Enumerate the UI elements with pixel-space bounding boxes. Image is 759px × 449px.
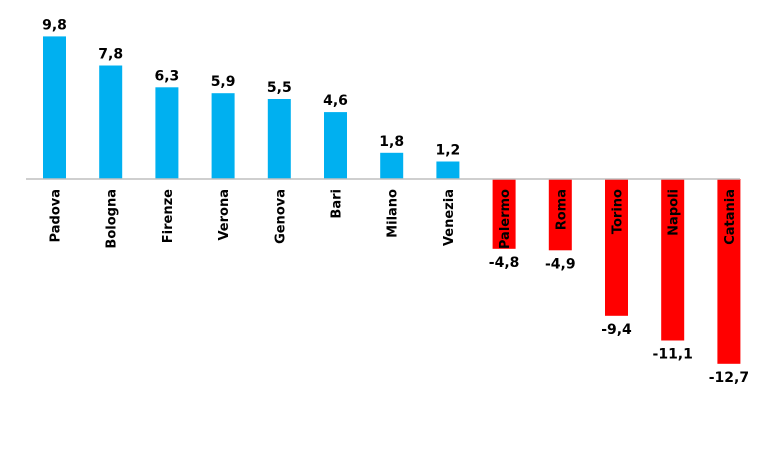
bar-napoli xyxy=(661,179,685,341)
value-label-roma: -4,9 xyxy=(545,256,576,272)
category-label-bari: Bari xyxy=(330,189,345,219)
bar-catania xyxy=(717,179,741,364)
value-label-bari: 4,6 xyxy=(323,93,348,109)
bar-padova xyxy=(43,36,66,180)
value-label-torino: -9,4 xyxy=(601,322,632,338)
category-label-catania: Catania xyxy=(723,189,738,245)
bar-verona xyxy=(211,93,235,179)
value-label-catania: -12,7 xyxy=(709,370,749,386)
value-labels-group: 9,8 7,8 6,3 5,9 5,5 4,6 1,8 1,2 -4,8 -4,9 -9,4 -11,… xyxy=(42,17,749,385)
category-label-milano: Milano xyxy=(386,189,401,238)
category-labels-group: Padova Bologna Firenze Verona Genova Bari Mila… xyxy=(49,189,738,249)
category-label-venezia: Venezia xyxy=(442,189,457,246)
value-label-milano: 1,8 xyxy=(379,134,404,150)
category-label-padova: Padova xyxy=(49,189,64,242)
bars-group xyxy=(43,36,741,364)
bar-genova xyxy=(267,99,291,179)
value-label-verona: 5,9 xyxy=(211,74,236,90)
value-label-padova: 9,8 xyxy=(42,17,67,33)
bar-bari xyxy=(324,112,347,179)
category-label-torino: Torino xyxy=(611,189,626,234)
value-label-firenze: 6,3 xyxy=(154,68,179,84)
value-label-genova: 5,5 xyxy=(267,80,292,96)
value-label-palermo: -4,8 xyxy=(489,255,520,271)
category-label-firenze: Firenze xyxy=(161,189,176,243)
value-label-bologna: 7,8 xyxy=(98,47,123,63)
category-label-napoli: Napoli xyxy=(667,189,682,236)
bar-torino xyxy=(605,179,628,316)
bar-roma xyxy=(548,179,572,251)
bar-bologna xyxy=(99,65,123,179)
bar-venezia xyxy=(436,161,460,179)
value-label-venezia: 1,2 xyxy=(435,143,460,159)
bar-firenze xyxy=(155,87,179,179)
bar-palermo xyxy=(492,179,516,249)
category-label-verona: Verona xyxy=(217,189,232,241)
category-label-roma: Roma xyxy=(554,189,569,230)
value-label-napoli: -11,1 xyxy=(653,347,693,363)
category-label-genova: Genova xyxy=(273,189,288,244)
bar-milano xyxy=(380,152,404,179)
category-label-bologna: Bologna xyxy=(105,189,120,249)
category-label-palermo: Palermo xyxy=(498,189,513,249)
